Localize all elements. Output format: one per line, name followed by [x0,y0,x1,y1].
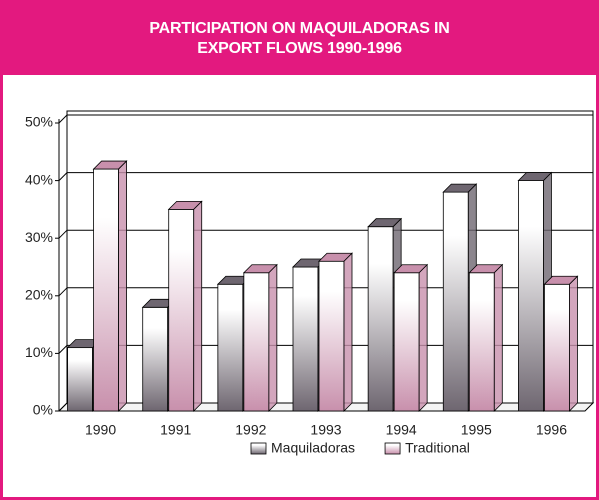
grid-line [58,402,68,412]
bar-side [418,263,428,412]
x-tick-label: 1990 [85,422,116,438]
bar-side [193,200,203,412]
bar-front [367,226,394,412]
y-tick-label: 20% [25,287,53,303]
x-tick-label: 1991 [160,422,191,438]
grid-line [58,287,68,297]
bar-side [569,275,578,412]
grid-line [58,114,68,124]
bar-front [217,283,244,412]
x-tick-label: 1996 [536,422,567,438]
bar-side [118,160,127,412]
grid-line [58,229,68,239]
x-tick-label: 1993 [310,422,341,438]
legend-label: Traditional [405,440,470,456]
bar-front [142,306,169,412]
grid-line [58,345,68,354]
legend-label: Maquiladoras [271,440,355,456]
bar-front [168,208,195,412]
bar-front [318,260,345,412]
bar [543,275,579,412]
legend-swatch [250,442,267,455]
y-tick-label: 0% [33,402,53,418]
bar-side [268,263,278,412]
bar [468,263,504,412]
x-tick-label: 1992 [235,422,266,438]
bar-front [518,180,544,412]
bar-front [93,168,119,412]
y-tick-label: 10% [25,344,53,360]
y-tick-label: 50% [25,114,53,130]
y-tick-label: 30% [25,229,53,245]
bar-front [544,283,570,412]
bar-side [343,252,353,412]
bar-front [442,191,469,412]
grid-line [58,172,68,181]
x-tick-label: 1994 [386,422,417,438]
x-tick-label: 1995 [461,422,492,438]
chart: 0% 10% 20% 30% 40% 50% 1990 1991 1992 1993 1994 199… [25,110,595,456]
chart-title: PARTICIPATION ON MAQUILADORAS IN EXPORT … [149,20,450,57]
bar [393,263,429,412]
bar [92,160,128,412]
y-tick-label: 40% [25,171,53,187]
bar-front [292,266,319,412]
header: PARTICIPATION ON MAQUILADORAS IN EXPORT … [3,3,596,75]
bar [242,263,278,412]
bar-front [243,272,270,412]
bar-front [468,272,495,412]
bar-front [393,272,420,412]
bar-front [67,347,93,412]
bar [167,200,203,412]
bar-side [493,263,503,412]
bar [318,252,353,412]
legend-swatch [384,442,401,455]
